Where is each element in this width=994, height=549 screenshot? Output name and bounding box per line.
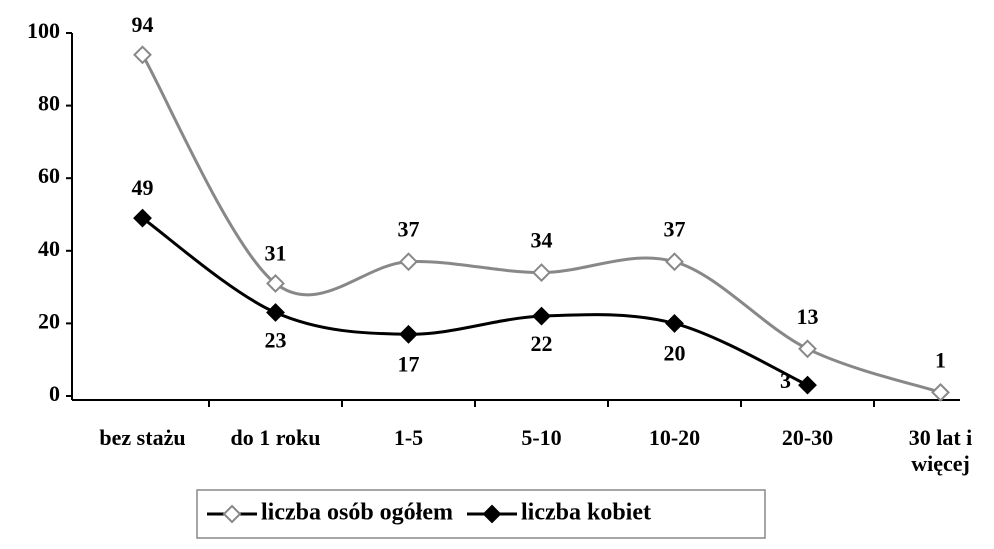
point-marker [665,252,684,272]
data-label: 22 [531,331,553,356]
y-tick-label: 60 [38,163,60,188]
y-tick-label: 20 [38,308,60,333]
x-tick-label: 1-5 [394,425,423,450]
point-marker [532,263,551,282]
point-marker [798,375,817,395]
data-label: 17 [398,351,420,376]
y-tick-label: 40 [38,236,60,261]
data-label: 20 [664,340,686,365]
point-marker [399,324,418,344]
point-marker [532,306,551,326]
point-marker [133,45,152,65]
legend-marker [482,504,502,524]
point-marker [133,208,152,228]
y-tick-label: 0 [49,381,60,406]
point-marker [665,313,684,333]
x-tick-label: 20-30 [782,425,833,450]
data-label: 37 [398,217,420,242]
data-label: 34 [531,228,553,253]
data-label: 49 [132,175,154,200]
data-label: 1 [935,347,946,372]
point-marker [266,274,285,293]
x-tick-label: 10-20 [649,425,700,450]
legend-label: liczba osób ogółem [261,500,453,526]
legend-marker [222,504,242,524]
data-label: 23 [265,328,287,353]
point-marker [931,382,950,402]
legend-label: liczba kobiet [521,500,651,526]
data-label: 94 [132,12,154,37]
x-tick-label: 5-10 [521,425,561,450]
y-tick-label: 80 [38,91,60,116]
data-label: 3 [780,368,791,393]
data-label: 13 [797,304,819,329]
data-label: 37 [664,217,686,242]
x-tick-label: 30 lat i więcej [909,425,973,476]
series-line [141,216,809,387]
x-tick-label: bez stażu [99,425,185,450]
point-marker [798,339,817,359]
data-label: 31 [265,241,287,266]
point-marker [399,252,418,272]
x-tick-label: do 1 roku [230,425,320,450]
y-tick-label: 100 [27,18,60,43]
point-marker [266,303,285,322]
